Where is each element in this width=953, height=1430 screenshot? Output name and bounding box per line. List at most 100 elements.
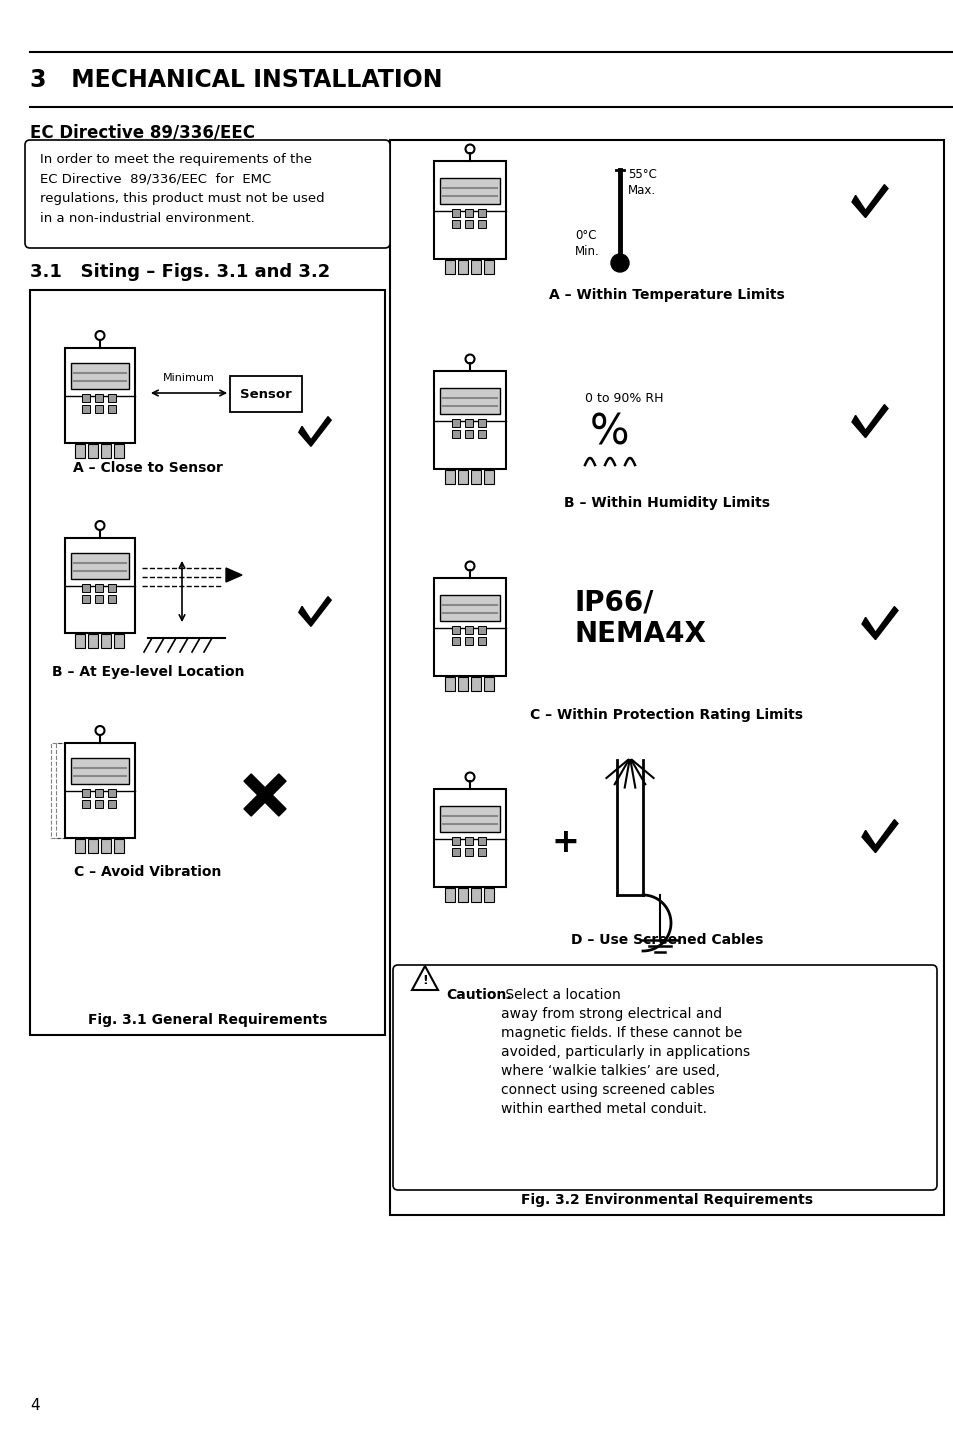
Polygon shape xyxy=(862,819,897,852)
Bar xyxy=(95,789,103,797)
Bar xyxy=(477,848,485,857)
Polygon shape xyxy=(851,405,887,438)
Bar xyxy=(457,260,468,275)
Bar xyxy=(464,636,473,645)
Bar xyxy=(483,470,494,483)
Bar xyxy=(56,742,126,838)
Bar xyxy=(477,220,485,227)
Bar xyxy=(113,443,124,458)
Bar xyxy=(444,888,455,902)
Bar xyxy=(95,395,103,402)
Bar xyxy=(108,405,116,413)
Bar xyxy=(464,430,473,438)
Bar xyxy=(471,888,480,902)
Bar xyxy=(457,888,468,902)
Bar xyxy=(82,583,90,592)
Bar xyxy=(477,837,485,845)
Text: 3   MECHANICAL INSTALLATION: 3 MECHANICAL INSTALLATION xyxy=(30,69,442,92)
Bar xyxy=(75,838,85,852)
Text: A – Within Temperature Limits: A – Within Temperature Limits xyxy=(549,287,784,302)
Bar xyxy=(82,789,90,797)
Bar xyxy=(464,419,473,428)
Bar xyxy=(82,595,90,603)
Bar xyxy=(65,347,135,442)
Text: C – Avoid Vibration: C – Avoid Vibration xyxy=(74,865,221,879)
Bar xyxy=(108,583,116,592)
Polygon shape xyxy=(862,606,897,639)
Bar xyxy=(483,676,494,691)
Text: Fig. 3.1 General Requirements: Fig. 3.1 General Requirements xyxy=(88,1012,327,1027)
Text: 0 to 90% RH: 0 to 90% RH xyxy=(584,392,662,405)
Bar xyxy=(477,626,485,633)
Bar xyxy=(95,595,103,603)
Bar xyxy=(88,443,98,458)
Bar xyxy=(464,626,473,633)
Text: In order to meet the requirements of the
EC Directive  89/336/EEC  for  EMC
regu: In order to meet the requirements of the… xyxy=(40,153,324,225)
Bar xyxy=(477,430,485,438)
FancyBboxPatch shape xyxy=(25,140,390,247)
Bar xyxy=(477,209,485,217)
Text: Sensor: Sensor xyxy=(240,388,292,400)
Text: B – Within Humidity Limits: B – Within Humidity Limits xyxy=(563,496,769,511)
Text: %: % xyxy=(590,410,629,453)
Bar xyxy=(65,538,135,632)
Bar xyxy=(65,742,135,838)
Bar xyxy=(108,395,116,402)
Bar xyxy=(444,260,455,275)
Bar xyxy=(101,838,111,852)
Bar xyxy=(452,626,459,633)
Bar xyxy=(82,799,90,808)
Polygon shape xyxy=(244,774,286,817)
Polygon shape xyxy=(226,568,242,582)
Bar xyxy=(439,807,499,832)
Polygon shape xyxy=(244,774,286,817)
Text: +: + xyxy=(551,825,578,858)
Polygon shape xyxy=(298,596,331,626)
Text: Minimum: Minimum xyxy=(163,373,214,383)
Bar xyxy=(457,470,468,483)
Bar xyxy=(477,419,485,428)
Bar xyxy=(108,789,116,797)
Bar xyxy=(95,583,103,592)
Bar xyxy=(113,838,124,852)
Bar xyxy=(439,388,499,415)
Bar xyxy=(444,470,455,483)
Bar xyxy=(71,758,129,784)
Bar xyxy=(434,578,505,676)
Bar xyxy=(452,209,459,217)
Text: B – At Eye-level Location: B – At Eye-level Location xyxy=(51,665,244,679)
Bar xyxy=(71,553,129,579)
Text: !: ! xyxy=(421,974,428,987)
Bar xyxy=(444,676,455,691)
Bar xyxy=(82,405,90,413)
Bar xyxy=(452,837,459,845)
Bar xyxy=(75,633,85,648)
Bar xyxy=(477,636,485,645)
Text: A – Close to Sensor: A – Close to Sensor xyxy=(73,460,223,475)
Text: EC Directive 89/336/EEC: EC Directive 89/336/EEC xyxy=(30,123,254,142)
Text: C – Within Protection Rating Limits: C – Within Protection Rating Limits xyxy=(530,708,802,722)
Bar xyxy=(483,260,494,275)
Text: Select a location
away from strong electrical and
magnetic fields. If these cann: Select a location away from strong elect… xyxy=(500,988,749,1115)
Bar xyxy=(101,633,111,648)
Text: 4: 4 xyxy=(30,1397,40,1413)
Bar xyxy=(434,370,505,469)
Bar xyxy=(464,220,473,227)
Bar xyxy=(113,633,124,648)
Bar xyxy=(452,430,459,438)
Bar xyxy=(390,140,943,1216)
Bar xyxy=(30,290,385,1035)
FancyBboxPatch shape xyxy=(393,965,936,1190)
Bar xyxy=(434,789,505,887)
Bar xyxy=(471,676,480,691)
Circle shape xyxy=(610,255,628,272)
Bar xyxy=(95,405,103,413)
Bar xyxy=(452,419,459,428)
Bar xyxy=(464,209,473,217)
FancyBboxPatch shape xyxy=(230,376,302,412)
Text: 3.1   Siting – Figs. 3.1 and 3.2: 3.1 Siting – Figs. 3.1 and 3.2 xyxy=(30,263,330,282)
Bar xyxy=(82,395,90,402)
Bar xyxy=(95,799,103,808)
Bar xyxy=(75,443,85,458)
Text: 0°C
Min.: 0°C Min. xyxy=(575,229,599,257)
